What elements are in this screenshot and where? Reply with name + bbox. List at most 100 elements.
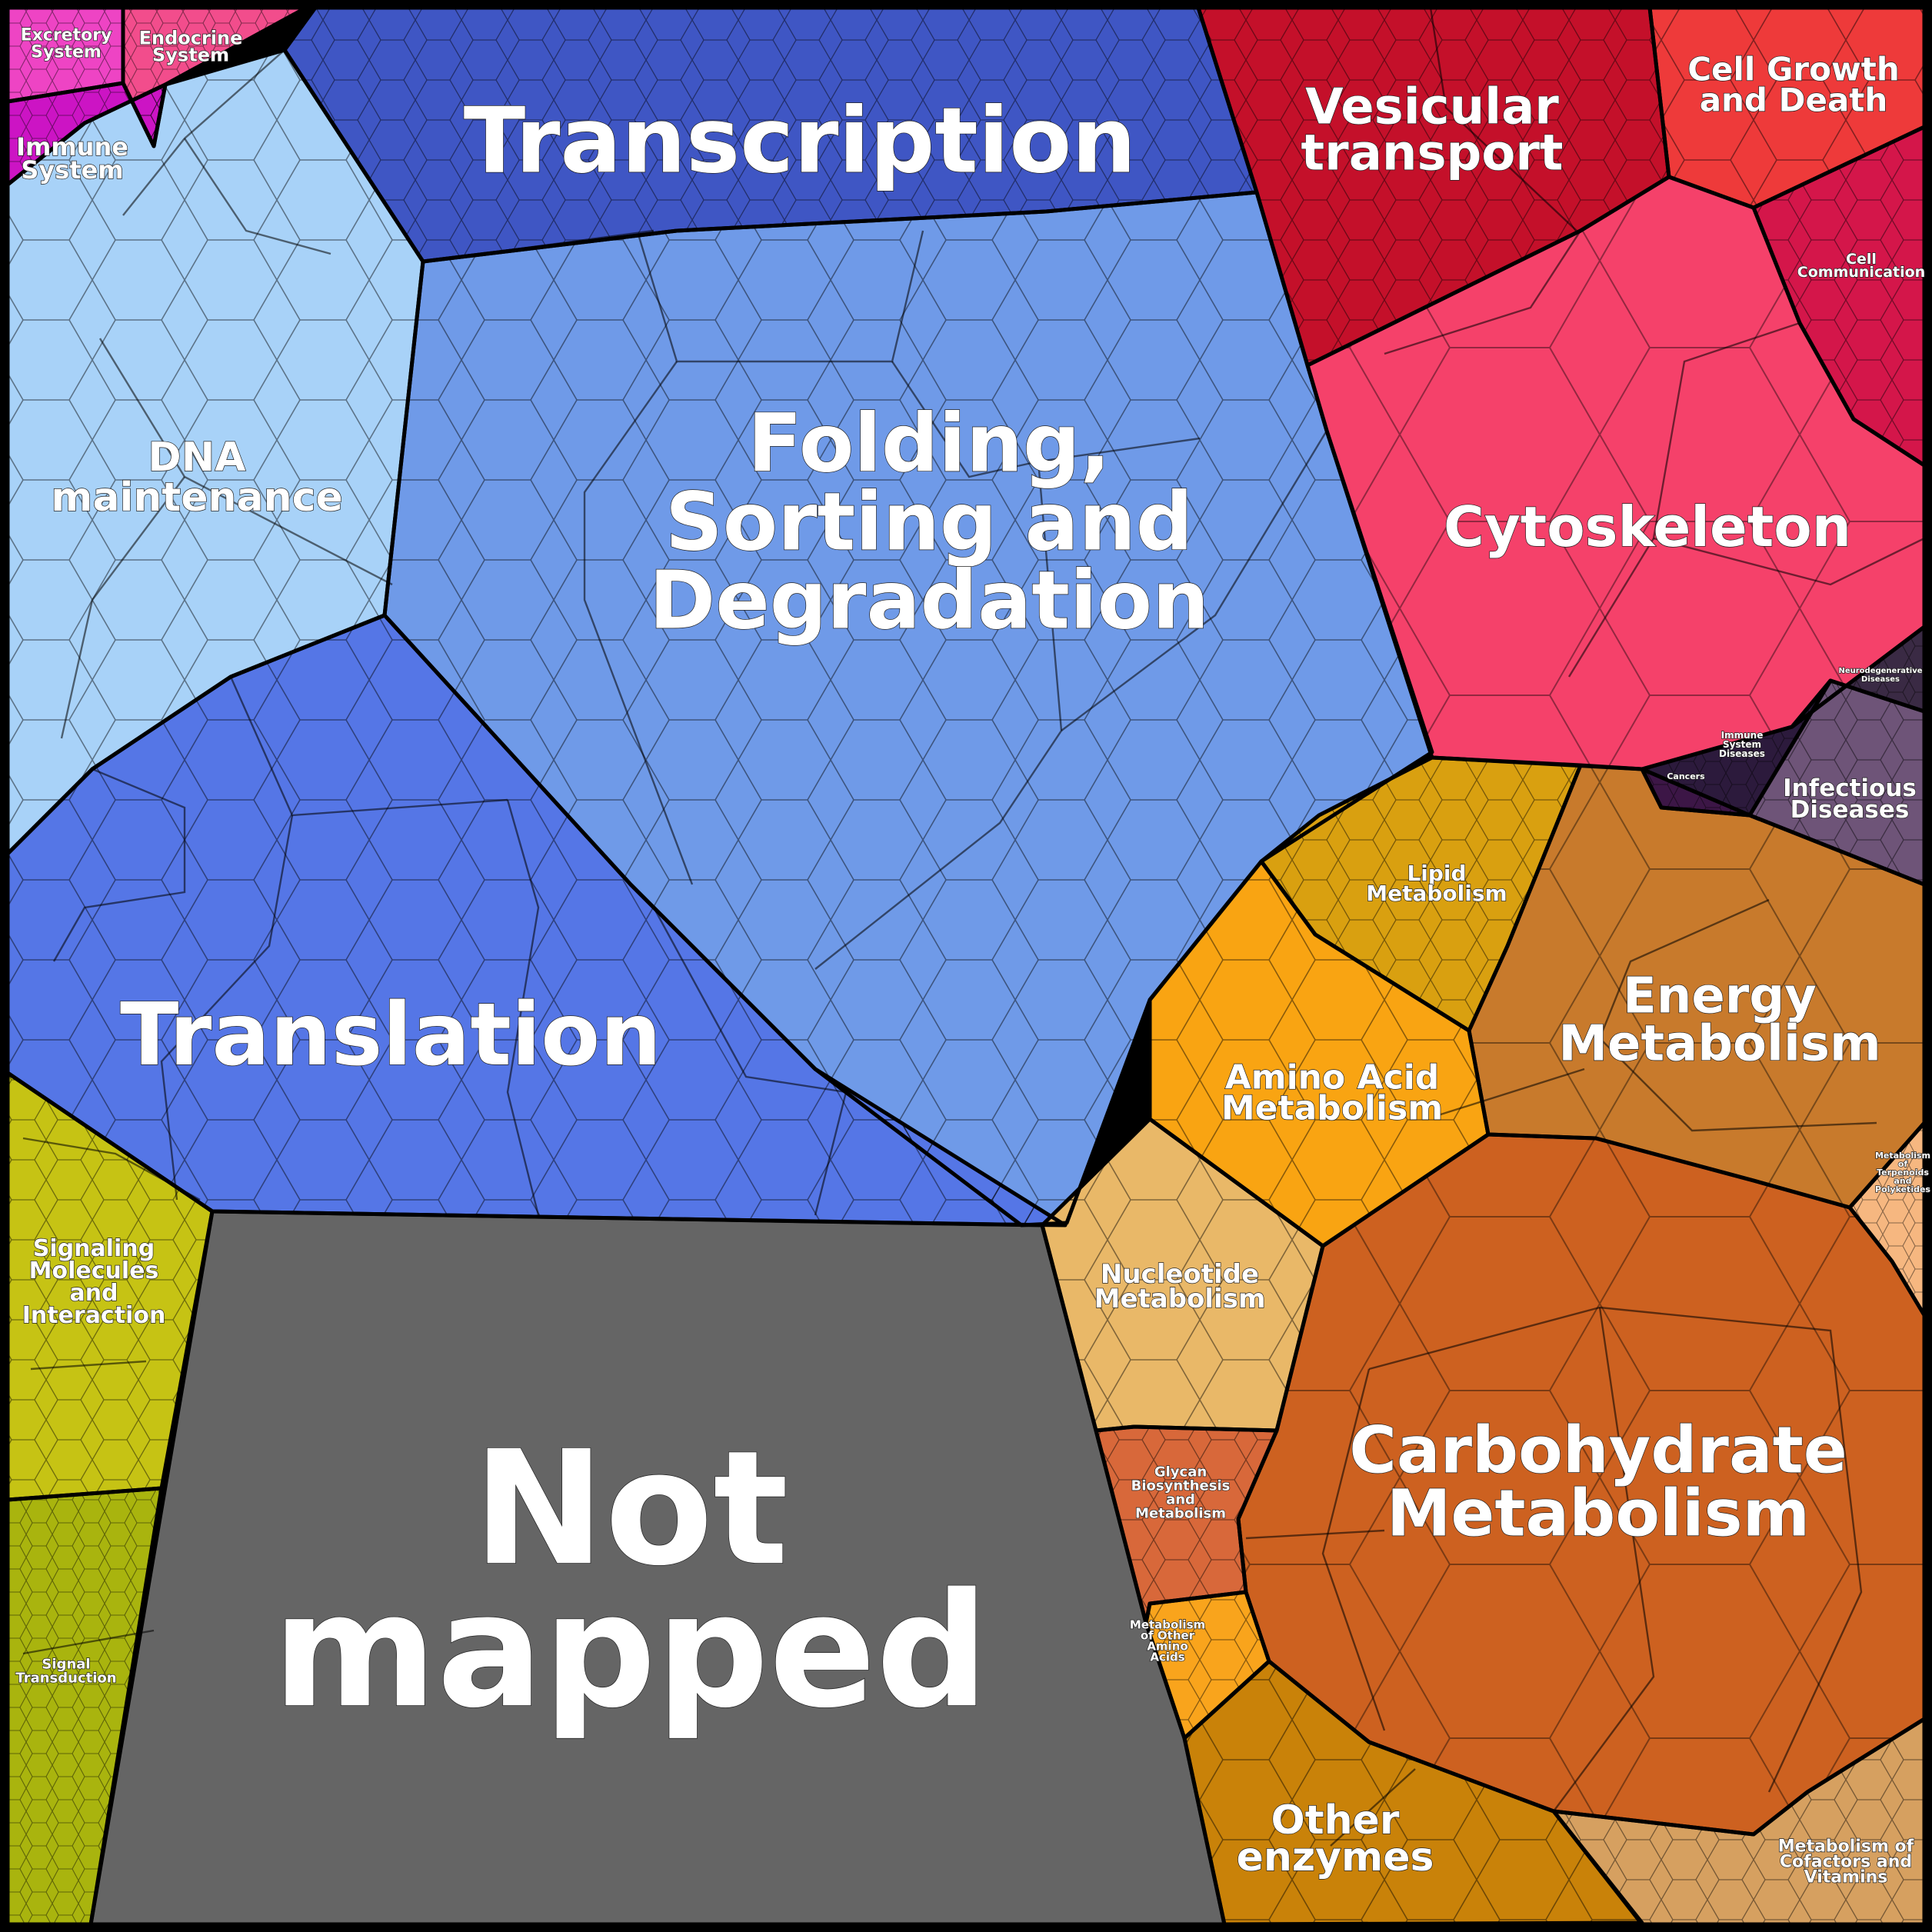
- label-endocrine: Endocrine System: [139, 27, 243, 65]
- label-signaltrans-line: Transduction: [15, 1670, 116, 1686]
- label-aminoacid: Amino Acid Metabolism: [1221, 1058, 1443, 1128]
- label-cofactors: Metabolism of Cofactors and Vitamins: [1778, 1837, 1914, 1887]
- label-excretory-line: Excretory: [21, 26, 112, 45]
- label-otheraa-line: Acids: [1150, 1650, 1184, 1664]
- label-nucleotide: Nucleotide Metabolism: [1094, 1259, 1266, 1314]
- label-vesicular-line: Vesicular: [1305, 78, 1559, 135]
- label-signalmol-line: Interaction: [22, 1302, 166, 1329]
- texture-energy: [1469, 765, 1924, 1208]
- label-glycan-line: Metabolism: [1135, 1505, 1226, 1521]
- texture-otheraa: [1146, 1592, 1269, 1738]
- texture-nucleotide: [1042, 1119, 1323, 1431]
- label-signaltrans: Signal Transduction: [15, 1656, 116, 1686]
- texture-cytoskeleton: [1307, 177, 1924, 769]
- texture-lipid: [1261, 758, 1581, 1031]
- label-cellgrowth-line: Cell Growth: [1687, 51, 1900, 88]
- label-otherenz-line: Other: [1271, 1797, 1400, 1844]
- label-glycan: Glycan Biosynthesis and Metabolism: [1131, 1464, 1231, 1521]
- label-notmapped: Not mapped: [272, 1417, 988, 1743]
- label-cellcomm-line: Communication: [1797, 264, 1925, 281]
- label-immune-line: Immune: [16, 132, 128, 162]
- label-signaltrans-line: Signal: [42, 1656, 90, 1672]
- label-vesicular-line: transport: [1301, 125, 1564, 182]
- label-energy: Energy Metabolism: [1558, 968, 1880, 1072]
- label-cofactors-line: Cofactors and: [1780, 1853, 1912, 1872]
- label-cytoskeleton-line: Cytoskeleton: [1444, 495, 1851, 559]
- label-neurodegen-line: Diseases: [1861, 675, 1900, 684]
- label-cellgrowth: Cell Growth and Death: [1687, 51, 1900, 119]
- label-otherenz-line: enzymes: [1237, 1834, 1434, 1880]
- label-notmapped-line: mapped: [272, 1560, 988, 1743]
- label-endocrine-line: System: [152, 44, 229, 65]
- label-folding-line: Degradation: [649, 553, 1209, 647]
- texture-vesicular: [1198, 8, 1669, 365]
- labels: Transcription Folding, Sorting and Degrada…: [15, 25, 1931, 1887]
- label-immunedis-line: Immune: [1721, 730, 1764, 741]
- label-terpenoids-line: and: [1894, 1176, 1911, 1186]
- label-infectious-line: Infectious: [1783, 774, 1917, 802]
- label-neurodegen: Neurodegenerative Diseases: [1838, 667, 1922, 684]
- region-notmapped[interactable]: [91, 1211, 1224, 1924]
- label-vesicular: Vesicular transport: [1301, 78, 1564, 182]
- label-cellgrowth-line: and Death: [1700, 82, 1888, 119]
- label-aminoacid-line: Metabolism: [1221, 1088, 1443, 1128]
- label-energy-line: Metabolism: [1558, 1015, 1880, 1072]
- texture-terpenoids: [1850, 1123, 1924, 1315]
- texture-endocrine: [123, 8, 306, 146]
- label-translation-line: Translation: [120, 985, 661, 1085]
- label-otheraa-line: Amino: [1147, 1639, 1188, 1653]
- label-lipid: Lipid Metabolism: [1366, 861, 1507, 906]
- label-folding-line: Folding,: [748, 396, 1111, 490]
- texture-cellcomm: [1754, 127, 1924, 465]
- label-terpenoids-line: of: [1898, 1159, 1908, 1169]
- label-cofactors-line: Vitamins: [1804, 1868, 1888, 1887]
- texture-otherenz: [1184, 1661, 1642, 1924]
- label-immunedis-line: System: [1723, 739, 1761, 750]
- texture-glycan: [1096, 1427, 1277, 1623]
- label-glycan-line: and: [1166, 1491, 1195, 1507]
- label-carbohydrate: Carbohydrate Metabolism: [1349, 1412, 1847, 1551]
- sub-boundaries: [22, 7, 1925, 1847]
- label-terpenoids-line: Polyketides: [1875, 1184, 1930, 1194]
- label-glycan-line: Biosynthesis: [1131, 1477, 1231, 1494]
- label-excretory: Excretory System: [21, 26, 112, 62]
- label-cancers-line: Cancers: [1667, 771, 1705, 781]
- label-notmapped-line: Not: [473, 1417, 788, 1601]
- label-signalmol-line: Signaling: [33, 1235, 155, 1262]
- label-energy-line: Energy: [1623, 968, 1817, 1024]
- label-dna-line: DNA: [148, 435, 246, 481]
- label-otheraa-line: of Other: [1141, 1628, 1195, 1642]
- texture-folding: [385, 192, 1432, 1225]
- label-signalmol: Signaling Molecules and Interaction: [22, 1235, 166, 1329]
- label-infectious-line: Diseases: [1790, 796, 1910, 824]
- label-dna-line: maintenance: [51, 475, 342, 521]
- texture-immunedis: [1642, 681, 1830, 815]
- label-terpenoids-line: Terpenoids: [1877, 1168, 1929, 1178]
- label-folding: Folding, Sorting and Degradation: [649, 396, 1209, 647]
- label-dna: DNA maintenance: [51, 435, 342, 521]
- label-carbohydrate-line: Metabolism: [1387, 1475, 1810, 1551]
- label-lipid-line: Lipid: [1407, 861, 1466, 886]
- label-carbohydrate-line: Carbohydrate: [1349, 1412, 1847, 1487]
- label-glycan-line: Glycan: [1154, 1464, 1207, 1480]
- label-nucleotide-line: Metabolism: [1094, 1284, 1266, 1314]
- label-otheraa-line: Metabolism: [1130, 1617, 1205, 1631]
- texture-signaltrans: [8, 1488, 162, 1924]
- texture-excretory: [8, 8, 123, 102]
- label-neurodegen-line: Neurodegenerative: [1838, 667, 1922, 675]
- label-immune: Immune System: [16, 132, 128, 185]
- label-immunedis-line: Diseases: [1719, 748, 1765, 759]
- label-lipid-line: Metabolism: [1366, 881, 1507, 906]
- label-terpenoids: Metabolism of Terpenoids and Polyketides: [1875, 1151, 1930, 1194]
- label-cellcomm-line: Cell: [1846, 251, 1877, 268]
- texture-infectious: [1750, 681, 1924, 884]
- label-aminoacid-line: Amino Acid: [1225, 1058, 1440, 1097]
- label-otheraa: Metabolism of Other Amino Acids: [1130, 1617, 1205, 1664]
- label-infectious: Infectious Diseases: [1783, 774, 1917, 824]
- label-terpenoids-line: Metabolism: [1875, 1151, 1930, 1161]
- label-immune-line: System: [21, 155, 123, 185]
- label-cellcomm: Cell Communication: [1797, 251, 1925, 281]
